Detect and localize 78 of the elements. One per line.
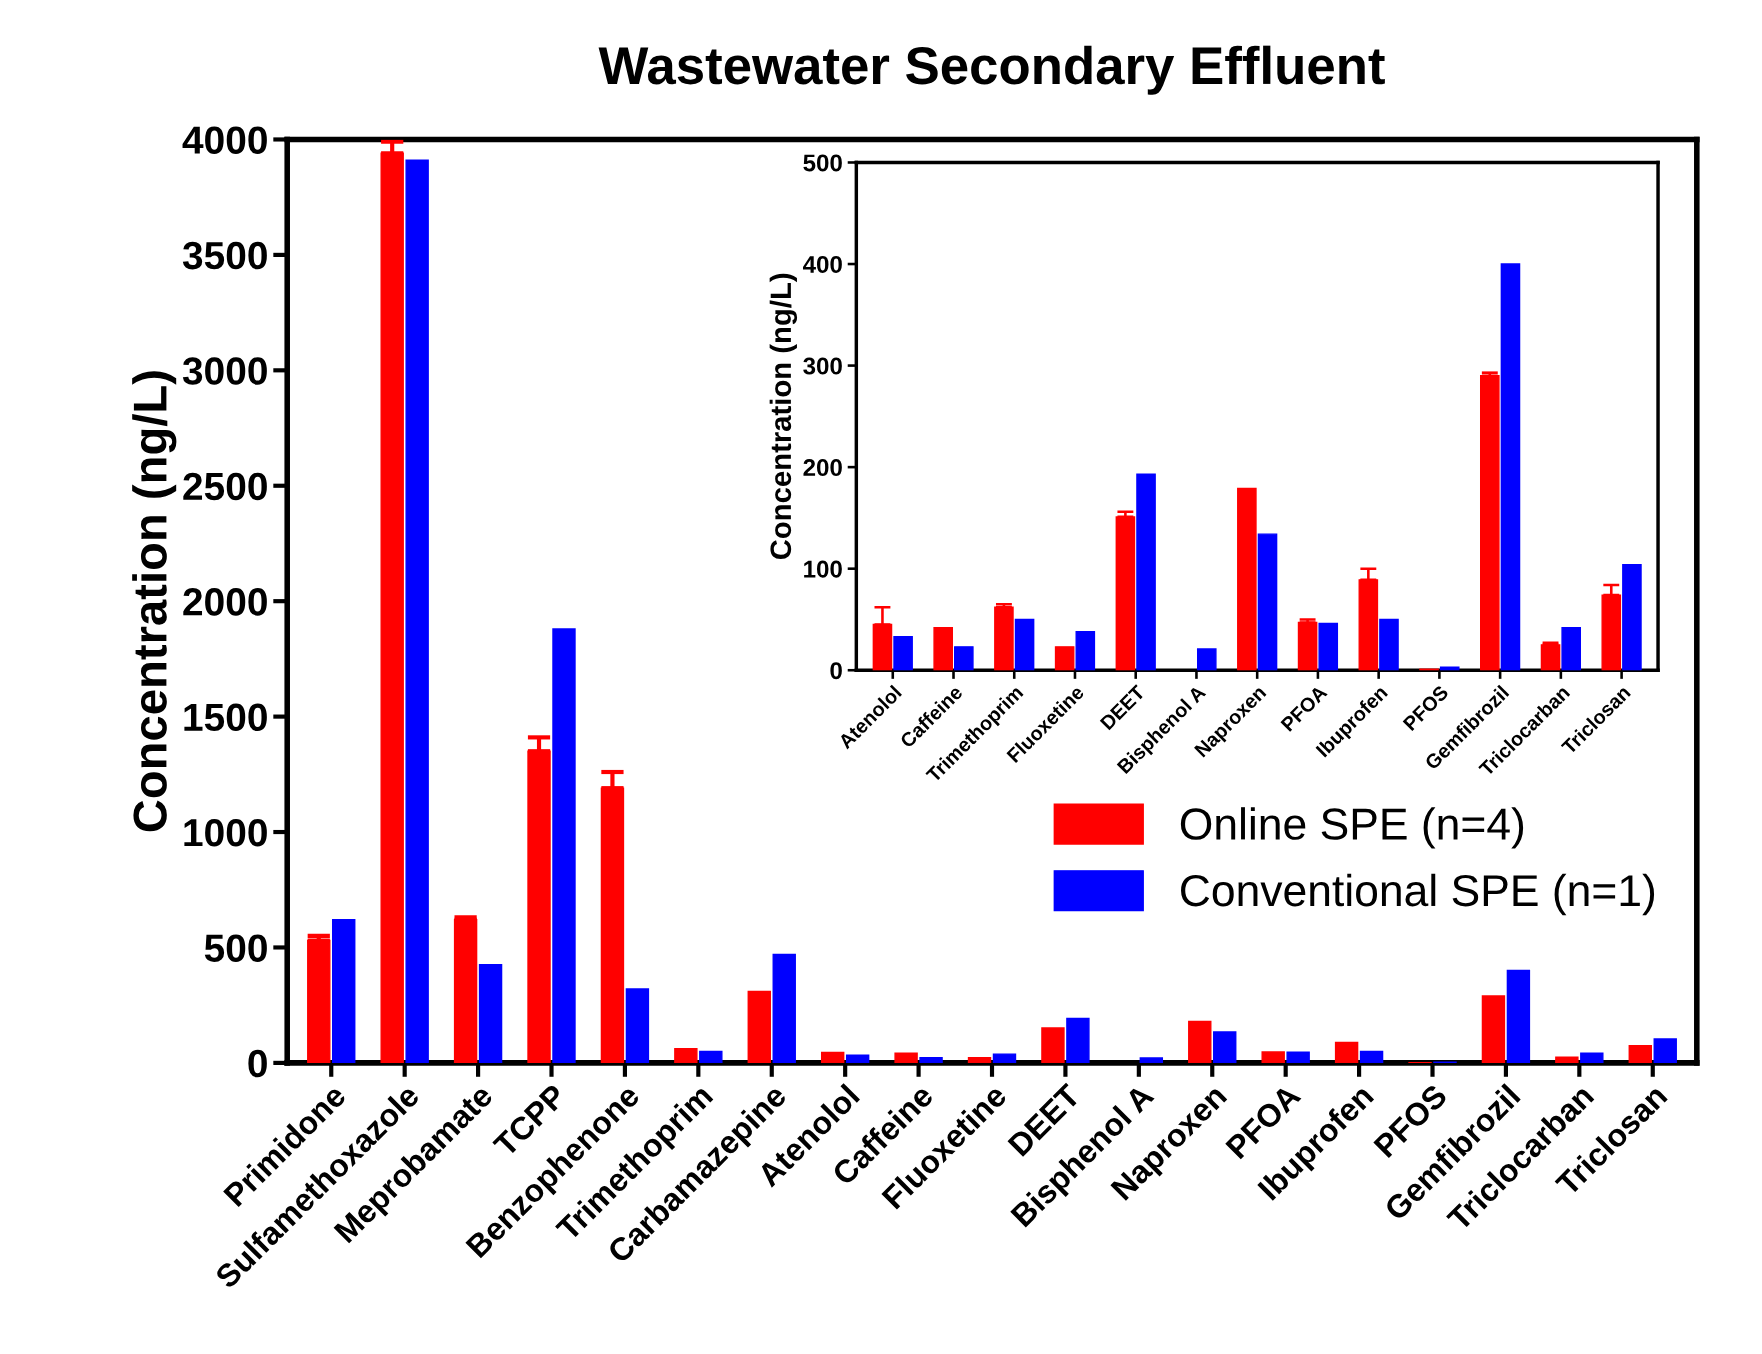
bar [600, 787, 625, 1063]
bar [674, 1047, 698, 1063]
bar [894, 1052, 918, 1063]
bar [1653, 1038, 1677, 1063]
y-tick-label: 0 [248, 1049, 267, 1078]
bar [1014, 618, 1035, 671]
bar [1439, 666, 1460, 671]
y-tick-label: 4000 [182, 126, 267, 154]
bar [772, 953, 796, 1063]
bar [1139, 1057, 1164, 1063]
y-axis-title: Concentration (ng/L) [769, 273, 798, 560]
bar [1334, 1041, 1359, 1063]
y-axis-title: Concentration (ng/L) [132, 371, 177, 832]
y-tick-label: 1500 [184, 703, 267, 732]
bar [1601, 594, 1622, 671]
bar [919, 1056, 943, 1063]
y-tick-label: 200 [803, 459, 842, 477]
y-tick-label: 500 [803, 154, 842, 172]
bar [1359, 1050, 1384, 1063]
y-tick-label: 400 [803, 255, 842, 273]
bar [747, 990, 771, 1063]
bar [453, 919, 478, 1063]
bar [1318, 622, 1339, 671]
bar [1561, 626, 1581, 671]
bar [1257, 533, 1278, 671]
bar [1479, 375, 1500, 671]
bar [1540, 644, 1561, 671]
bar [994, 606, 1014, 671]
legend-label: Conventional SPE (n=1) [1181, 873, 1655, 916]
bar [1286, 1051, 1310, 1063]
y-tick-label: 2000 [183, 588, 267, 616]
bar [1580, 1052, 1604, 1063]
bar [893, 636, 913, 671]
bar [992, 1053, 1017, 1063]
bar [1213, 1031, 1237, 1063]
y-tick-label: 3000 [182, 357, 267, 385]
y-tick-label: 500 [204, 934, 267, 962]
bar [527, 750, 551, 1063]
bar [1188, 1020, 1212, 1063]
bar [1041, 1027, 1065, 1063]
bar [332, 919, 356, 1063]
bar [1066, 1017, 1090, 1063]
legend-label: Online SPE (n=4) [1180, 807, 1524, 849]
bar [1481, 995, 1506, 1063]
bar [1261, 1051, 1285, 1063]
bar [380, 152, 404, 1063]
y-tick-label: 2500 [183, 472, 267, 501]
y-tick-label: 100 [804, 560, 842, 578]
bar [1196, 648, 1217, 671]
bar [552, 628, 576, 1063]
bar [1115, 516, 1136, 671]
bar [933, 626, 953, 671]
bar [1075, 630, 1096, 671]
bar [1297, 621, 1318, 671]
y-tick-label: 3500 [182, 241, 267, 270]
bar [1555, 1056, 1579, 1063]
bar [820, 1051, 845, 1063]
bar [1622, 563, 1642, 671]
bar [1628, 1045, 1652, 1063]
bar [954, 646, 974, 671]
bar [1054, 646, 1075, 671]
bar [699, 1050, 723, 1063]
bar [478, 964, 503, 1063]
y-tick-label: 0 [830, 662, 842, 680]
bar [845, 1054, 870, 1063]
bar [1237, 487, 1257, 671]
bar [1136, 473, 1156, 671]
bar [1358, 579, 1379, 671]
bar [872, 623, 893, 671]
y-tick-label: 1000 [184, 818, 267, 847]
bar [967, 1056, 992, 1063]
chart-title: Wastewater Secondary Effluent [598, 45, 1385, 95]
bar [625, 988, 650, 1063]
bar [1379, 618, 1399, 671]
bar [405, 159, 429, 1063]
y-tick-label: 300 [803, 357, 842, 375]
bar [1500, 263, 1521, 671]
bar [1506, 969, 1531, 1063]
